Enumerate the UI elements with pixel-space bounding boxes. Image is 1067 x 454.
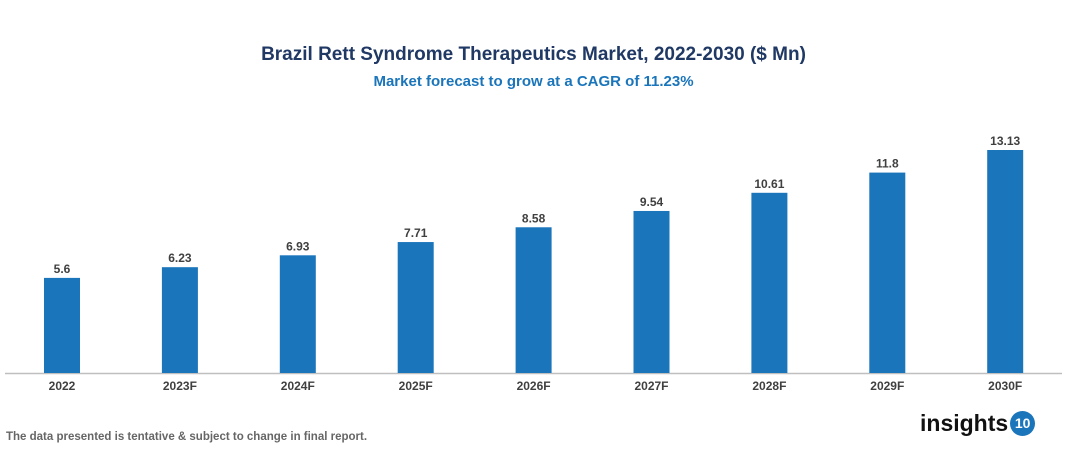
x-tick-label: 2028F xyxy=(752,379,786,393)
bar-2026F xyxy=(515,227,552,373)
data-label: 10.61 xyxy=(754,177,784,191)
chart-subtitle: Market forecast to grow at a CAGR of 11.… xyxy=(373,73,694,90)
x-tick-label: 2023F xyxy=(163,379,197,393)
data-label: 9.54 xyxy=(640,195,664,209)
x-tick-label: 2024F xyxy=(281,379,315,393)
x-tick-label: 2029F xyxy=(870,379,904,393)
data-label: 11.8 xyxy=(876,157,899,171)
x-tick-label: 2022 xyxy=(49,379,76,393)
data-label: 7.71 xyxy=(404,226,428,240)
chart-title: Brazil Rett Syndrome Therapeutics Market… xyxy=(261,44,806,65)
bar-2029F xyxy=(869,172,906,373)
bar-2024F xyxy=(279,255,316,373)
logo-badge: 10 xyxy=(1010,411,1036,436)
data-label: 5.6 xyxy=(54,262,71,276)
insights10-logo: insights 10 xyxy=(920,410,1036,437)
x-tick-label: 2026F xyxy=(517,379,551,393)
bar-2027F xyxy=(633,210,670,373)
bar-2023F xyxy=(161,267,198,373)
data-label: 13.13 xyxy=(990,134,1020,148)
data-label: 6.93 xyxy=(286,239,310,253)
x-tick-label: 2027F xyxy=(634,379,668,393)
data-label: 8.58 xyxy=(522,211,546,225)
x-tick-label: 2025F xyxy=(399,379,433,393)
bar-2022 xyxy=(44,277,80,373)
logo-text: insights xyxy=(920,410,1009,436)
bar-2030F xyxy=(987,150,1024,373)
bar-2025F xyxy=(397,242,434,373)
bar-2028F xyxy=(751,192,788,373)
data-label: 6.23 xyxy=(168,251,192,265)
footer-note: The data presented is tentative & subjec… xyxy=(6,431,368,443)
x-tick-label: 2030F xyxy=(988,379,1022,393)
